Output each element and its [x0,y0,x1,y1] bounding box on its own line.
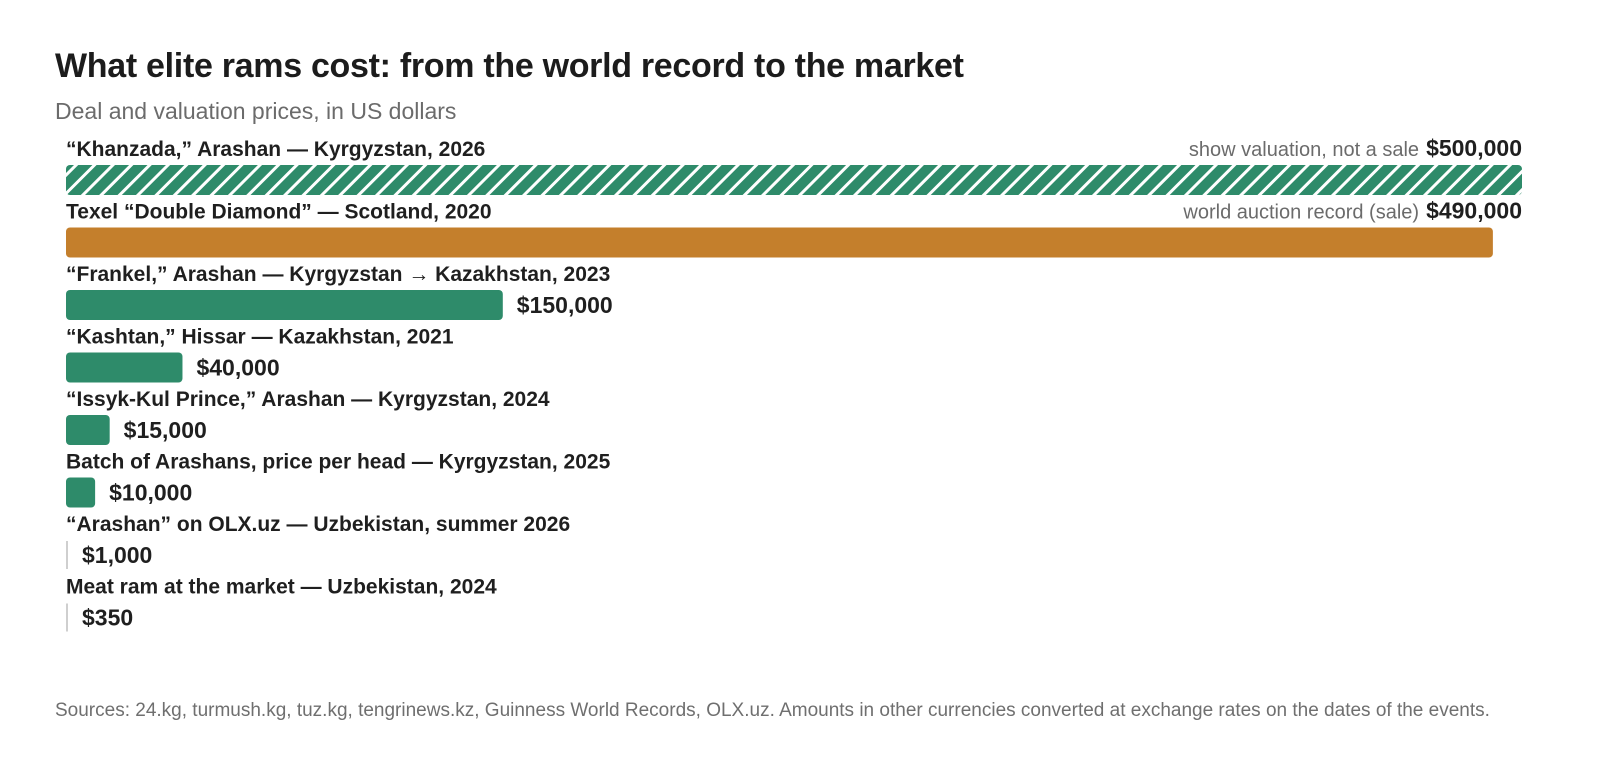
bar [66,541,68,569]
bar [66,603,68,632]
category-label: Texel “Double Diamond” — Scotland, 2020 [66,201,492,224]
bar [66,352,183,383]
bar [66,165,1522,195]
bar [66,477,96,508]
value-label: $150,000 [517,292,613,318]
bar [66,227,1493,258]
bar [66,415,110,445]
chart-subtitle: Deal and valuation prices, in US dollars [55,98,457,124]
bar-annotation: world auction record (sale) [1182,202,1419,224]
chart-title: What elite rams cost: from the world rec… [55,47,964,85]
category-label: “Arashan” on OLX.uz — Uzbekistan, summer… [66,513,570,536]
category-label: “Issyk-Kul Prince,” Arashan — Kyrgyzstan… [66,388,550,411]
bar-annotation: show valuation, not a sale [1189,139,1419,161]
value-label: $490,000 [1426,198,1522,224]
value-label: $1,000 [82,542,152,568]
value-label: $10,000 [109,480,192,506]
source-note: Sources: 24.kg, turmush.kg, tuz.kg, teng… [55,700,1490,721]
value-label: $350 [82,605,133,631]
category-label: Meat ram at the market — Uzbekistan, 202… [66,576,497,599]
bar [66,290,503,320]
category-label: “Frankel,” Arashan — Kyrgyzstan → Kazakh… [66,263,610,286]
value-label: $500,000 [1426,135,1522,161]
category-label: “Kashtan,” Hissar — Kazakhstan, 2021 [66,326,454,349]
value-label: $40,000 [196,355,279,381]
value-label: $15,000 [124,417,207,443]
category-label: Batch of Arashans, price per head — Kyrg… [66,451,611,474]
category-label: “Khanzada,” Arashan — Kyrgyzstan, 2026 [66,138,485,161]
